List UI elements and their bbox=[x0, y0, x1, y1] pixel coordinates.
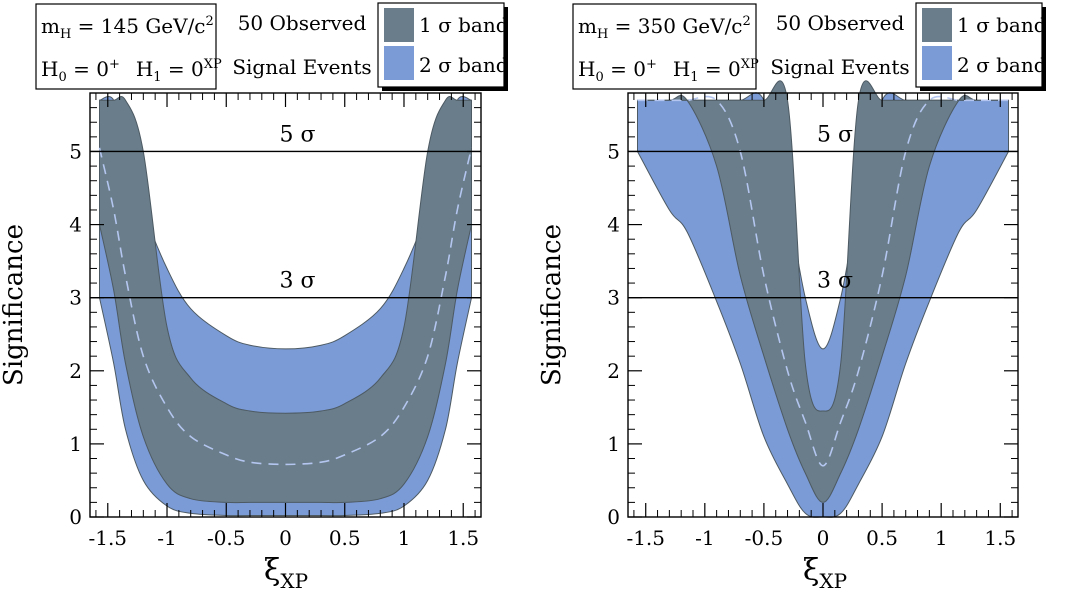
legend-label-2sigma: 2 σ band bbox=[419, 53, 509, 77]
hypothesis-box bbox=[35, 3, 217, 90]
bands-layer bbox=[98, 96, 473, 517]
x-axis-label: ξXP bbox=[803, 553, 847, 593]
x-tick-label: 0.5 bbox=[866, 526, 898, 550]
median-line bbox=[98, 147, 473, 466]
x-tick-label: -0.5 bbox=[207, 526, 246, 550]
x-tick-label: -1 bbox=[157, 526, 176, 550]
y-axis-label: Significance bbox=[537, 224, 567, 386]
xi-symbol: ξ bbox=[264, 553, 281, 588]
reference-lines: 5 σ 3 σ bbox=[628, 122, 1018, 299]
x-ticks: -1.5 -1 -0.5 0 0.5 1 1.5 bbox=[88, 93, 479, 550]
y-tick-label: 5 bbox=[607, 139, 620, 163]
legend-swatch-2sigma bbox=[384, 46, 414, 80]
events-line-1: 50 Observed bbox=[238, 11, 367, 35]
x-tick-label: 0.5 bbox=[329, 526, 361, 550]
median-line bbox=[637, 95, 1009, 467]
y-tick-label: 4 bbox=[607, 213, 620, 237]
x-tick-label: -0.5 bbox=[745, 526, 784, 550]
y-tick-label: 2 bbox=[69, 359, 82, 383]
ref-label-3sigma: 3 σ bbox=[279, 269, 315, 294]
y-tick-label: 0 bbox=[607, 505, 620, 529]
legend-swatch-1sigma bbox=[384, 8, 414, 42]
x-tick-label: -1.5 bbox=[88, 526, 127, 550]
x-axis-label-sub: XP bbox=[280, 569, 308, 593]
events-line-1: 50 Observed bbox=[776, 11, 905, 35]
x-tick-label: -1 bbox=[695, 526, 714, 550]
reference-lines: 5 σ 3 σ bbox=[90, 122, 481, 299]
hypothesis-box bbox=[572, 3, 757, 90]
x-tick-label: 1 bbox=[935, 526, 948, 550]
mass-label: mH = 145 GeV/c2 bbox=[41, 14, 214, 42]
y-axis-label: Significance bbox=[0, 224, 29, 386]
y-tick-label: 2 bbox=[607, 359, 620, 383]
ref-label-5sigma: 5 σ bbox=[817, 122, 853, 147]
y-tick-label: 5 bbox=[69, 139, 82, 163]
hypotheses-label: H0 = 0+ H1 = 0XP bbox=[578, 57, 759, 85]
bands-layer bbox=[637, 80, 1009, 518]
ref-label-5sigma: 5 σ bbox=[279, 122, 315, 147]
band-1sigma bbox=[99, 96, 472, 504]
x-tick-label: 1.5 bbox=[984, 526, 1016, 550]
x-ticks: -1.5 -1 -0.5 0 0.5 1 1.5 bbox=[626, 93, 1016, 550]
x-tick-label: 1 bbox=[398, 526, 411, 550]
x-axis-label: ξXP bbox=[264, 553, 308, 593]
y-tick-label: 4 bbox=[69, 213, 82, 237]
events-line-2: Signal Events bbox=[770, 55, 909, 79]
y-ticks: 0 1 2 3 4 5 bbox=[607, 107, 1018, 529]
ref-label-3sigma: 3 σ bbox=[817, 269, 853, 294]
legend-swatch-2sigma bbox=[922, 46, 952, 80]
left-panel: 5 σ 3 σ -1.5 -1 -0.5 0 0.5 1 1.5 0 1 2 3 4 5 Signifi… bbox=[0, 2, 509, 593]
legend-label-1sigma: 1 σ band bbox=[957, 13, 1047, 37]
hypotheses-label: H0 = 0+ H1 = 0XP bbox=[41, 57, 222, 85]
right-panel: 5 σ 3 σ -1.5 -1 -0.5 0 0.5 1 1.5 0 1 2 3 4 5 Signifi… bbox=[537, 2, 1047, 593]
plot-frame bbox=[89, 92, 482, 518]
x-axis-label-sub: XP bbox=[819, 569, 847, 593]
x-tick-label: -1.5 bbox=[626, 526, 665, 550]
band-1sigma bbox=[637, 80, 1009, 503]
y-tick-label: 3 bbox=[607, 286, 620, 310]
x-tick-label: 1.5 bbox=[447, 526, 479, 550]
y-tick-label: 1 bbox=[607, 432, 620, 456]
plot-frame bbox=[627, 92, 1019, 518]
events-line-2: Signal Events bbox=[232, 55, 371, 79]
xi-symbol: ξ bbox=[803, 553, 820, 588]
legend-label-1sigma: 1 σ band bbox=[419, 13, 509, 37]
y-tick-label: 1 bbox=[69, 432, 82, 456]
mass-label: mH = 350 GeV/c2 bbox=[578, 14, 751, 42]
legend-swatch-1sigma bbox=[922, 8, 952, 42]
x-tick-label: 0 bbox=[279, 526, 292, 550]
y-tick-label: 3 bbox=[69, 286, 82, 310]
x-tick-label: 0 bbox=[817, 526, 830, 550]
y-ticks: 0 1 2 3 4 5 bbox=[69, 107, 481, 529]
legend-label-2sigma: 2 σ band bbox=[957, 53, 1047, 77]
y-tick-label: 0 bbox=[69, 505, 82, 529]
